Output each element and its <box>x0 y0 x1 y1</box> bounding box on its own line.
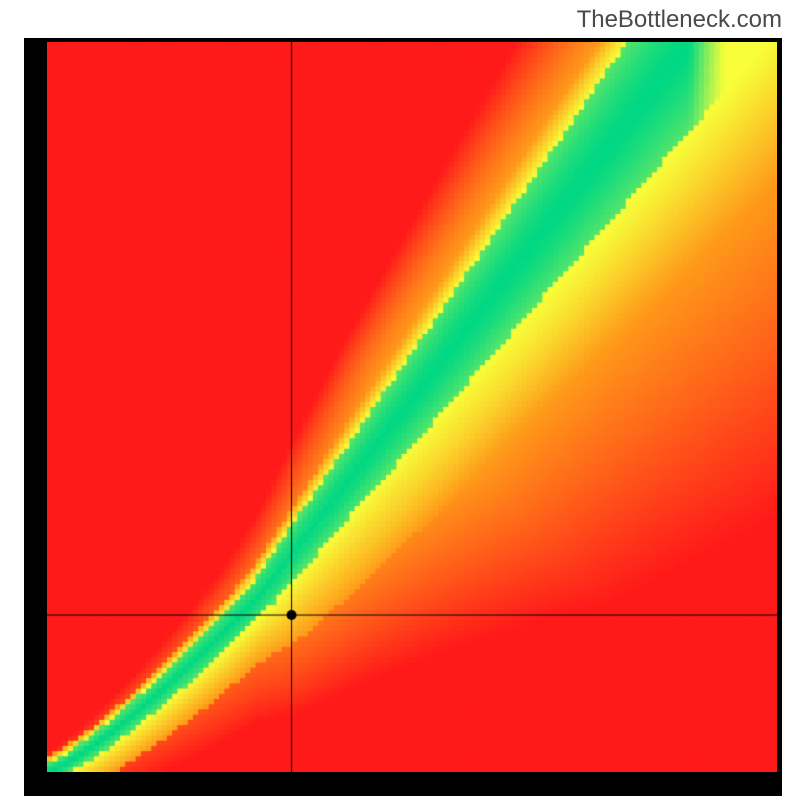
heatmap-canvas <box>47 42 777 772</box>
chart-container: TheBottleneck.com <box>0 0 800 800</box>
watermark-text: TheBottleneck.com <box>577 6 782 34</box>
